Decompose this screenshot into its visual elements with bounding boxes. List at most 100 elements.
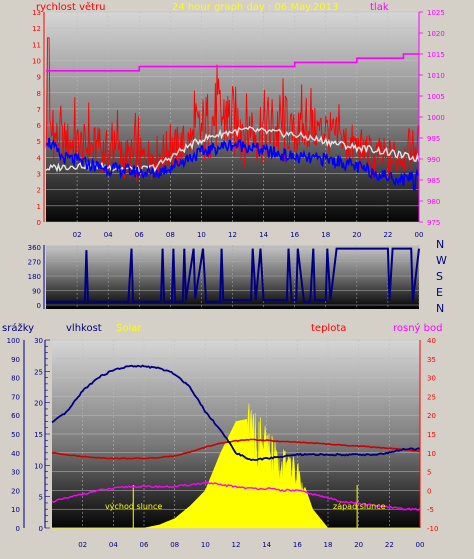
pressure-y-tick: 975 <box>427 219 440 227</box>
pressure-y-tick: 1015 <box>427 51 445 59</box>
wind-pressure-panel: 0123456789101112139759809859909951000100… <box>32 1 445 239</box>
temperature-series <box>51 438 421 460</box>
humidity-x-tick: 04 <box>109 541 118 549</box>
direction-y-tick: 270 <box>28 259 41 267</box>
compass-letter: E <box>436 286 443 299</box>
rain-y-tick: 70 <box>11 393 20 401</box>
humidity-y-tick: 5 <box>39 494 43 502</box>
humidity-x-tick: 02 <box>78 541 87 549</box>
temp-y-tick: 25 <box>427 393 436 401</box>
humidity-y-tick: 20 <box>34 400 43 408</box>
rain-y-tick: 60 <box>11 412 20 420</box>
wind-x-tick: 16 <box>290 231 299 239</box>
humidity-x-tick: 14 <box>262 541 271 549</box>
dewpoint-series <box>51 481 421 511</box>
rain-y-tick: 90 <box>11 356 20 364</box>
direction-series <box>46 247 420 303</box>
wind-y-tick: 13 <box>32 9 41 17</box>
pressure-y-tick: 1025 <box>427 9 445 17</box>
direction-grid <box>46 245 420 309</box>
humidity-y-tick: 10 <box>34 462 43 470</box>
temp-y-tick: 0 <box>427 487 431 495</box>
wind-x-tick: 06 <box>135 231 144 239</box>
solar-label: Solar <box>116 323 142 334</box>
humidity-x-tick: 08 <box>170 541 179 549</box>
direction-series <box>46 247 420 303</box>
temp-y-tick: 15 <box>427 431 436 439</box>
wind-light-series <box>45 125 420 175</box>
wind-y-tick: 4 <box>37 154 42 162</box>
chart-title: 24 hour graph day : 06.May.2013 <box>172 2 338 13</box>
pressure-series <box>46 53 419 72</box>
wind-x-tick: 12 <box>228 231 237 239</box>
wind-x-tick: 04 <box>104 231 113 239</box>
temp-y-tick: -10 <box>427 525 438 533</box>
wind-y-tick: 10 <box>32 57 41 65</box>
wind-x-tick: 22 <box>383 231 392 239</box>
temp-y-tick: 5 <box>427 469 431 477</box>
compass-letter: N <box>436 302 444 315</box>
direction-y-tick: 90 <box>32 288 41 296</box>
rain-y-tick: 20 <box>11 487 20 495</box>
wind-axes: 0123456789101112139759809859909951000100… <box>32 9 445 239</box>
wind-y-tick: 9 <box>37 74 41 82</box>
wind-x-tick: 10 <box>197 231 206 239</box>
wind-y-tick: 7 <box>37 106 41 114</box>
wind-y-tick: 2 <box>37 187 41 195</box>
direction-y-tick: 360 <box>28 244 41 252</box>
sunrise-annotation: východ slunce <box>105 502 162 511</box>
humidity-x-tick: 22 <box>385 541 394 549</box>
pressure-y-tick: 1000 <box>427 114 445 122</box>
humidity-series <box>51 364 421 529</box>
rain-y-tick: 10 <box>11 506 20 514</box>
humidity-y-tick: 30 <box>34 337 43 345</box>
wind-x-tick: 02 <box>73 231 82 239</box>
rain-y-tick: 80 <box>11 375 20 383</box>
temp-y-tick: 35 <box>427 356 436 364</box>
temperature-label: teplota <box>311 323 346 334</box>
pressure-y-tick: 1010 <box>427 72 445 80</box>
pressure-y-tick: 980 <box>427 198 440 206</box>
rain-y-tick: 30 <box>11 469 20 477</box>
humidity-x-tick: 00 <box>416 541 425 549</box>
direction-axes: 0 90 180 270 360 <box>28 244 45 310</box>
wind-x-tick: 08 <box>166 231 175 239</box>
compass-letter: S <box>436 270 443 283</box>
temp-y-tick: 30 <box>427 375 436 383</box>
humidity-y-tick: 15 <box>34 431 43 439</box>
pressure-y-tick: 1020 <box>427 30 445 38</box>
rain-y-tick: 0 <box>16 525 20 533</box>
direction-y-tick: 180 <box>28 273 41 281</box>
wind-x-tick: 14 <box>259 231 268 239</box>
wind-y-tick: 1 <box>37 203 41 211</box>
humidity-x-tick: 20 <box>354 541 363 549</box>
temp-y-tick: 10 <box>427 450 436 458</box>
sunset-annotation: západ slunce <box>333 502 386 511</box>
solar-area <box>52 403 420 529</box>
direction-y-tick: 0 <box>37 302 41 310</box>
humidity-y-tick: 0 <box>39 525 43 533</box>
wind-x-tick: 18 <box>321 231 330 239</box>
wind-avg-series <box>46 137 420 191</box>
temp-y-tick: -5 <box>427 506 434 514</box>
humidity-x-tick: 10 <box>201 541 210 549</box>
pressure-y-tick: 990 <box>427 156 440 164</box>
rain-label: srážky <box>2 322 34 334</box>
humidity-y-tick: 25 <box>34 368 43 376</box>
humidity-axes: -10-505101520253035400102030405060708090… <box>7 337 439 549</box>
rain-y-tick: 50 <box>11 431 20 439</box>
wind-y-tick: 11 <box>32 41 41 49</box>
wind-series <box>45 37 420 191</box>
temp-y-tick: 40 <box>427 337 436 345</box>
humidity-x-tick: 12 <box>232 541 241 549</box>
compass-letter: N <box>436 238 444 251</box>
wind-x-tick: 20 <box>352 231 361 239</box>
humidity-temp-panel: -10-505101520253035400102030405060708090… <box>2 322 442 549</box>
wind-y-tick: 8 <box>37 90 41 98</box>
pressure-label: tlak <box>370 2 389 13</box>
rain-y-tick: 100 <box>7 337 20 345</box>
humidity-x-tick: 16 <box>293 541 302 549</box>
humidity-x-tick: 18 <box>324 541 333 549</box>
